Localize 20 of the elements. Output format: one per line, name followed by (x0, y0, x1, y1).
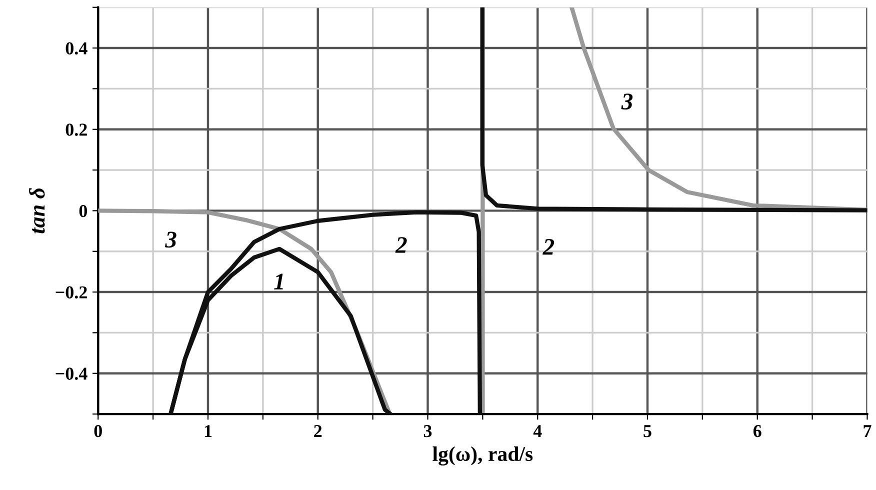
y-axis-title: tan δ (29, 188, 45, 234)
x-tick-label: 5 (644, 425, 652, 438)
x-axis-title: lg(ω), rad/s (432, 446, 533, 466)
y-tick-label: −0.4 (56, 368, 88, 380)
annotation: 2 (395, 237, 407, 253)
x-tick-label: 7 (864, 425, 872, 437)
y-tick-label: 0.4 (66, 42, 88, 55)
x-tick-label: 6 (753, 425, 762, 438)
x-tick-label: 0 (94, 424, 102, 438)
y-tick-label: 0 (79, 204, 88, 218)
annotation: 3 (621, 94, 633, 110)
y-tick-label: −0.2 (56, 286, 87, 299)
x-tick-label: 3 (424, 425, 432, 438)
annotation: 2 (542, 238, 554, 255)
annotation: 1 (274, 274, 283, 290)
x-tick-label: 4 (533, 425, 542, 437)
x-tick-label: 2 (314, 425, 322, 437)
annotation: 3 (165, 232, 176, 248)
x-tick-label: 1 (204, 425, 212, 437)
y-tick-label: 0.2 (66, 124, 87, 136)
